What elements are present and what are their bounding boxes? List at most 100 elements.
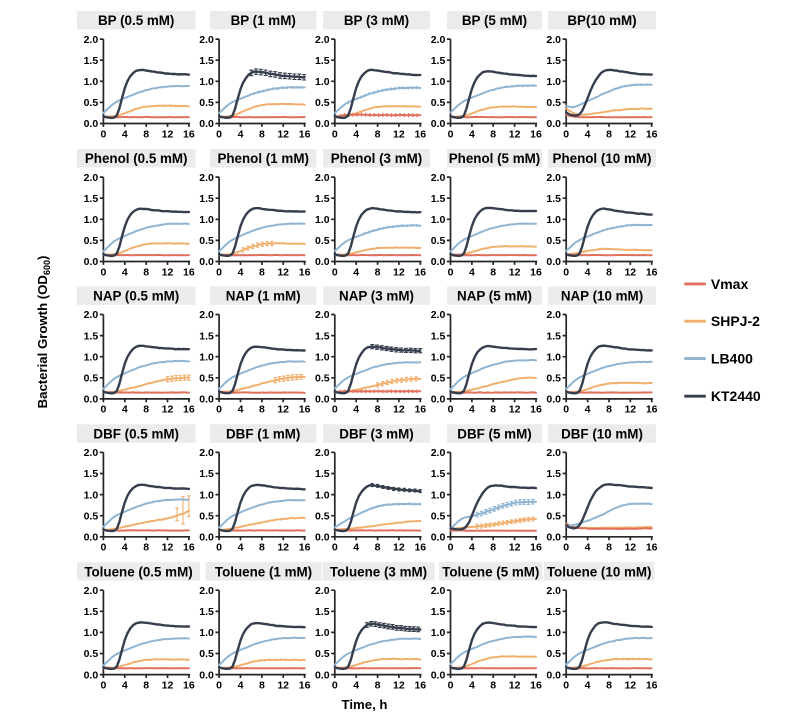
svg-text:4: 4	[122, 542, 128, 554]
svg-text:1.5: 1.5	[199, 330, 214, 342]
svg-text:4: 4	[122, 679, 128, 691]
svg-text:0.5: 0.5	[431, 648, 446, 660]
svg-text:4: 4	[469, 128, 475, 140]
svg-text:1.5: 1.5	[546, 330, 561, 342]
svg-text:1.5: 1.5	[199, 468, 214, 480]
svg-text:1.0: 1.0	[546, 351, 561, 363]
svg-text:2.0: 2.0	[431, 585, 446, 597]
svg-text:0: 0	[448, 542, 454, 554]
svg-text:0.0: 0.0	[199, 256, 214, 268]
svg-text:0.5: 0.5	[431, 510, 446, 522]
svg-text:4: 4	[238, 542, 244, 554]
svg-text:2.0: 2.0	[199, 585, 214, 597]
svg-text:2.0: 2.0	[546, 172, 561, 184]
svg-text:0.5: 0.5	[199, 97, 214, 109]
svg-text:4: 4	[469, 404, 475, 416]
svg-text:4: 4	[469, 679, 475, 691]
svg-text:8: 8	[606, 679, 612, 691]
svg-text:0: 0	[332, 404, 338, 416]
svg-text:Bacterial Growth (OD600): Bacterial Growth (OD600)	[35, 256, 52, 409]
svg-text:8: 8	[375, 266, 381, 278]
svg-text:1.0: 1.0	[546, 76, 561, 88]
svg-text:0.0: 0.0	[199, 669, 214, 681]
svg-text:0.0: 0.0	[84, 669, 99, 681]
svg-text:16: 16	[183, 404, 195, 416]
svg-text:4: 4	[238, 404, 244, 416]
svg-text:0.5: 0.5	[546, 648, 561, 660]
svg-text:1.0: 1.0	[84, 351, 99, 363]
svg-text:0.5: 0.5	[84, 97, 99, 109]
svg-text:KT2440: KT2440	[711, 388, 761, 404]
svg-text:8: 8	[490, 128, 496, 140]
svg-text:8: 8	[143, 404, 149, 416]
svg-text:16: 16	[530, 542, 542, 554]
svg-text:12: 12	[509, 542, 521, 554]
svg-text:12: 12	[277, 542, 289, 554]
svg-text:1.0: 1.0	[199, 489, 214, 501]
svg-text:1.5: 1.5	[199, 606, 214, 618]
svg-text:8: 8	[375, 128, 381, 140]
svg-text:0.5: 0.5	[546, 373, 561, 385]
svg-text:4: 4	[238, 679, 244, 691]
svg-text:2.0: 2.0	[199, 172, 214, 184]
svg-text:NAP (5 mM): NAP (5 mM)	[457, 289, 532, 304]
svg-text:1.0: 1.0	[84, 76, 99, 88]
svg-text:4: 4	[122, 266, 128, 278]
svg-text:1.0: 1.0	[431, 351, 446, 363]
svg-text:0.5: 0.5	[199, 510, 214, 522]
svg-text:1.5: 1.5	[546, 55, 561, 67]
svg-text:2.0: 2.0	[431, 309, 446, 321]
svg-text:0.0: 0.0	[199, 532, 214, 544]
svg-text:8: 8	[143, 542, 149, 554]
svg-text:2.0: 2.0	[84, 309, 99, 321]
svg-text:Toluene (5 mM): Toluene (5 mM)	[442, 564, 539, 579]
svg-text:4: 4	[585, 679, 591, 691]
svg-text:0.0: 0.0	[84, 118, 99, 130]
svg-text:1.0: 1.0	[199, 76, 214, 88]
svg-text:0.5: 0.5	[546, 510, 561, 522]
svg-text:0.0: 0.0	[84, 256, 99, 268]
svg-text:1.0: 1.0	[84, 627, 99, 639]
svg-text:4: 4	[353, 404, 359, 416]
svg-text:0: 0	[332, 128, 338, 140]
svg-text:BP (0.5 mM): BP (0.5 mM)	[98, 13, 174, 28]
svg-text:DBF (3 mM): DBF (3 mM)	[339, 427, 413, 442]
svg-text:0.5: 0.5	[84, 648, 99, 660]
svg-text:1.0: 1.0	[315, 351, 330, 363]
svg-text:4: 4	[238, 266, 244, 278]
svg-text:0: 0	[100, 266, 106, 278]
svg-text:DBF (1 mM): DBF (1 mM)	[226, 427, 300, 442]
svg-text:8: 8	[259, 542, 265, 554]
svg-text:0.0: 0.0	[199, 394, 214, 406]
svg-text:0: 0	[216, 266, 222, 278]
svg-text:2.0: 2.0	[315, 34, 330, 46]
svg-text:1.0: 1.0	[84, 489, 99, 501]
svg-text:2.0: 2.0	[199, 447, 214, 459]
svg-text:16: 16	[183, 542, 195, 554]
svg-text:Toluene (3 mM): Toluene (3 mM)	[330, 564, 427, 579]
svg-text:4: 4	[585, 404, 591, 416]
svg-text:Phenol (1 mM): Phenol (1 mM)	[217, 151, 309, 166]
svg-text:16: 16	[530, 679, 542, 691]
svg-text:12: 12	[624, 266, 636, 278]
svg-text:0.0: 0.0	[315, 394, 330, 406]
svg-text:0: 0	[448, 266, 454, 278]
svg-text:12: 12	[277, 404, 289, 416]
svg-text:12: 12	[393, 679, 405, 691]
svg-text:16: 16	[414, 128, 426, 140]
svg-text:DBF (10 mM): DBF (10 mM)	[561, 427, 643, 442]
svg-text:8: 8	[606, 128, 612, 140]
svg-text:16: 16	[183, 128, 195, 140]
svg-text:0: 0	[563, 542, 569, 554]
svg-text:Toluene (10 mM): Toluene (10 mM)	[547, 564, 652, 579]
svg-text:16: 16	[646, 404, 658, 416]
svg-text:1.0: 1.0	[315, 627, 330, 639]
svg-text:4: 4	[585, 128, 591, 140]
svg-text:1.0: 1.0	[315, 76, 330, 88]
svg-text:8: 8	[606, 266, 612, 278]
svg-text:0: 0	[332, 542, 338, 554]
svg-text:BP(10 mM): BP(10 mM)	[567, 13, 636, 28]
svg-text:8: 8	[375, 404, 381, 416]
svg-text:1.5: 1.5	[431, 55, 446, 67]
svg-text:12: 12	[624, 128, 636, 140]
